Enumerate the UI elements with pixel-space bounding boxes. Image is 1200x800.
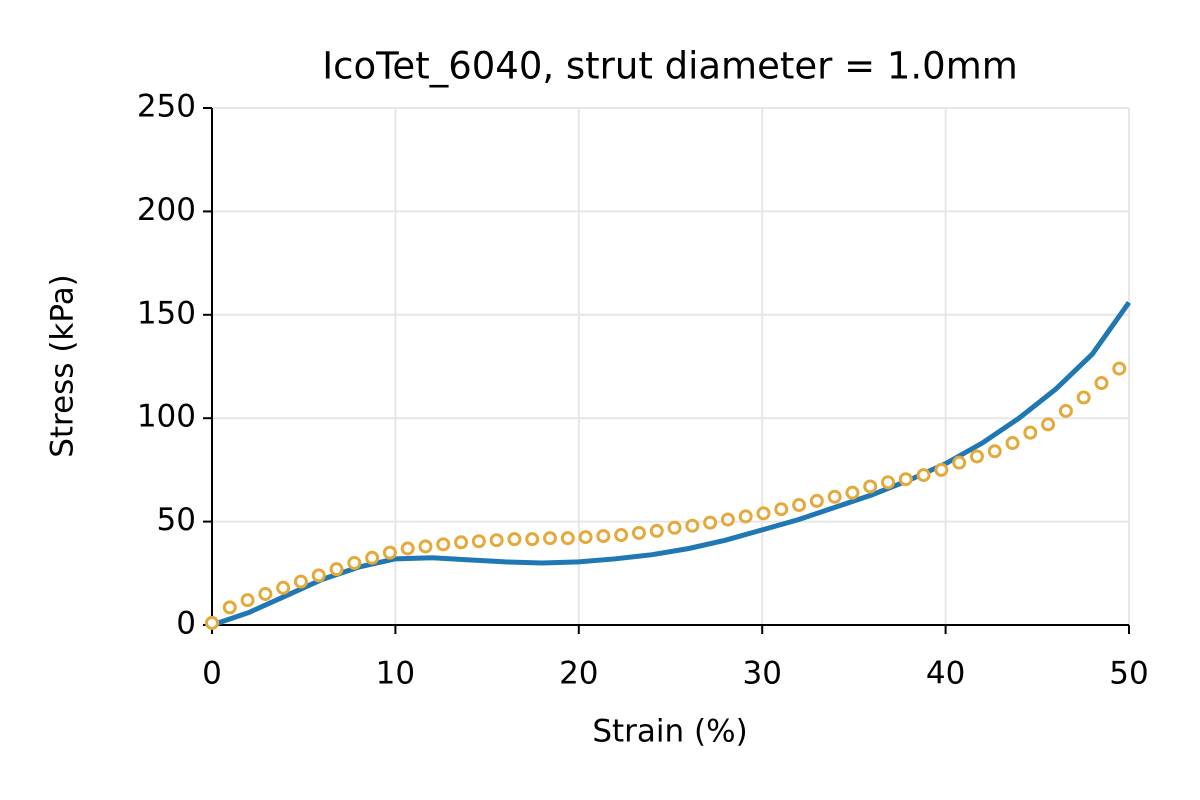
marker xyxy=(685,518,700,533)
marker xyxy=(454,535,469,550)
line-series xyxy=(211,300,1132,628)
marker xyxy=(774,502,789,517)
marker xyxy=(543,531,558,546)
marker xyxy=(436,537,451,552)
marker xyxy=(276,580,291,595)
y-tick-label: 50 xyxy=(157,502,196,538)
marker xyxy=(1076,390,1091,405)
marker xyxy=(1005,436,1020,451)
marker xyxy=(934,462,949,477)
marker xyxy=(1058,403,1073,418)
marker xyxy=(738,509,753,524)
y-tick-label: 250 xyxy=(137,89,196,125)
marker xyxy=(898,472,913,487)
marker xyxy=(863,479,878,494)
y-tick-label: 0 xyxy=(176,606,196,642)
marker xyxy=(489,533,504,548)
marker xyxy=(756,506,771,521)
marker xyxy=(1023,425,1038,440)
marker xyxy=(845,485,860,500)
marker xyxy=(881,475,896,490)
marker xyxy=(205,615,219,630)
marker xyxy=(969,449,984,464)
marker xyxy=(507,532,522,547)
marker xyxy=(1041,417,1056,432)
y-tick-label: 200 xyxy=(137,192,196,228)
marker xyxy=(631,525,646,540)
y-tick-label: 100 xyxy=(137,399,196,435)
marker xyxy=(1112,361,1127,376)
marker xyxy=(400,541,415,556)
y-tick-label: 150 xyxy=(137,295,196,331)
marker xyxy=(596,529,611,544)
marker xyxy=(382,545,397,560)
marker xyxy=(792,498,807,513)
x-tick-label: 10 xyxy=(376,656,415,692)
marker xyxy=(347,555,362,570)
marker xyxy=(1094,376,1109,391)
marker xyxy=(987,444,1002,459)
x-tick-label: 20 xyxy=(559,656,598,692)
y-axis-label: Stress (kPa) xyxy=(45,274,81,458)
x-tick-label: 0 xyxy=(202,656,222,692)
marker xyxy=(258,586,273,601)
x-tick-label: 50 xyxy=(1109,656,1148,692)
x-tick-label: 30 xyxy=(742,656,781,692)
x-axis-label: Strain (%) xyxy=(592,714,747,750)
marker xyxy=(916,468,931,483)
marker xyxy=(578,530,593,545)
marker xyxy=(809,493,824,508)
marker xyxy=(329,562,344,577)
marker xyxy=(240,593,255,608)
marker xyxy=(614,528,629,543)
marker xyxy=(560,531,575,546)
marker xyxy=(365,550,380,565)
x-tick-label: 40 xyxy=(926,656,965,692)
marker xyxy=(703,515,718,530)
marker xyxy=(649,523,664,538)
marker xyxy=(471,534,486,549)
marker xyxy=(525,532,540,547)
marker xyxy=(827,489,842,504)
marker xyxy=(311,568,326,583)
marker xyxy=(667,520,682,535)
marker xyxy=(720,512,735,527)
marker xyxy=(952,455,967,470)
marker xyxy=(418,539,433,554)
marker xyxy=(222,600,237,615)
chart-title: IcoTet_6040, strut diameter = 1.0mm xyxy=(322,45,1018,88)
marker xyxy=(293,574,308,589)
